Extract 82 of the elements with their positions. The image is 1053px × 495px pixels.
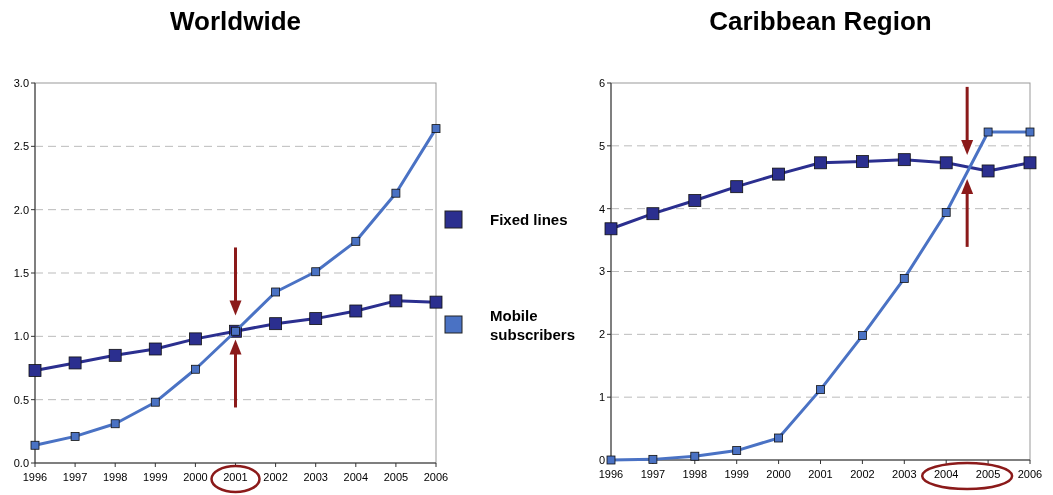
y-tick-label: 5	[598, 139, 605, 152]
point	[68, 356, 82, 370]
x-tick-label: 2003	[303, 471, 328, 483]
point	[648, 454, 658, 464]
x-tick-label: 2002	[263, 471, 288, 483]
point	[351, 236, 361, 246]
y-tick-label: 2.5	[13, 140, 29, 153]
point	[646, 207, 660, 221]
x-tick-label: 1998	[682, 468, 708, 480]
point	[110, 419, 120, 429]
point	[939, 156, 953, 170]
x-tick-label: 1996	[22, 471, 48, 483]
x-tick-label: 2004	[933, 468, 959, 480]
point	[431, 124, 441, 133]
y-tick-label: 3.0	[13, 76, 29, 89]
point	[349, 304, 363, 318]
point	[150, 397, 160, 407]
y-tick-label: 0.5	[13, 393, 29, 406]
point	[732, 446, 742, 455]
y-tick-label: 1.0	[13, 330, 29, 343]
x-tick-label: 2001	[808, 468, 833, 480]
point	[429, 295, 443, 309]
point	[108, 348, 122, 362]
x-tick-label: 2001	[223, 471, 248, 483]
legend-label: Fixed lines	[490, 211, 568, 229]
point	[690, 451, 700, 461]
x-tick-label: 2000	[183, 471, 208, 483]
y-tick-label: 0.0	[13, 456, 29, 469]
point	[1023, 156, 1037, 170]
x-tick-label: 2005	[975, 468, 1001, 480]
point	[311, 267, 321, 277]
x-tick-label: 1999	[724, 468, 749, 480]
point	[30, 440, 40, 450]
point	[941, 208, 951, 217]
y-tick-label: 2	[598, 328, 605, 341]
point	[981, 164, 995, 178]
chart-title: Caribbean Region	[709, 6, 932, 36]
point	[606, 455, 616, 465]
point	[148, 342, 162, 356]
point	[816, 385, 825, 395]
y-tick-label: 6	[598, 76, 605, 89]
x-tick-label: 1997	[62, 471, 88, 483]
x-tick-label: 2002	[850, 468, 875, 480]
x-tick-label: 2003	[892, 468, 917, 480]
point	[858, 331, 867, 340]
x-tick-label: 1996	[598, 468, 624, 480]
legend-label: Mobile subscribers	[490, 306, 576, 343]
x-tick-label: 1998	[102, 471, 128, 483]
point	[814, 156, 827, 170]
point	[271, 287, 280, 297]
point	[309, 312, 323, 325]
y-tick-label: 1	[598, 391, 605, 404]
point	[70, 432, 80, 441]
point	[191, 364, 200, 374]
y-tick-label: 3	[598, 265, 605, 278]
point	[1025, 127, 1035, 137]
x-tick-label: 1997	[640, 468, 666, 480]
x-tick-label: 1999	[143, 471, 168, 483]
y-tick-label: 0	[598, 453, 605, 466]
chart-title: Worldwide	[170, 6, 301, 36]
point	[604, 222, 618, 236]
point	[389, 294, 403, 308]
point	[189, 332, 202, 346]
x-tick-label: 2000	[766, 468, 791, 480]
point	[730, 180, 744, 194]
point	[899, 274, 909, 283]
point	[28, 364, 42, 377]
point	[897, 153, 911, 167]
point	[391, 188, 401, 198]
point	[269, 317, 282, 331]
y-tick-label: 1.5	[13, 266, 29, 279]
point	[772, 167, 785, 181]
y-tick-label: 4	[598, 202, 605, 215]
point	[688, 194, 702, 207]
x-tick-label: 2005	[383, 471, 409, 483]
y-tick-label: 2.0	[13, 203, 29, 216]
point	[774, 433, 783, 443]
point	[856, 155, 869, 168]
x-tick-label: 2006	[1017, 468, 1043, 480]
x-tick-label: 2006	[423, 471, 449, 483]
point	[983, 127, 993, 137]
x-tick-label: 2004	[343, 471, 369, 483]
